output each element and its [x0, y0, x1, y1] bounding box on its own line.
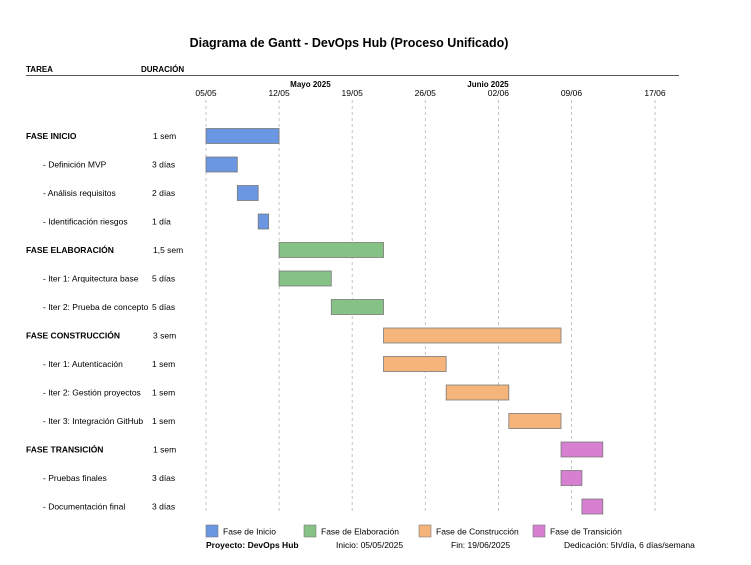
phase-bar: [278, 242, 384, 258]
legend-label: Fase de Construcción: [436, 527, 519, 537]
task-label: - Iter 2: Gestión proyectos: [43, 388, 141, 398]
task-duration: 1 sem: [152, 388, 175, 398]
task-duration: 5 días: [152, 274, 175, 284]
task-label: - Iter 1: Autenticación: [43, 359, 123, 369]
task-duration: 3 días: [152, 502, 175, 512]
task-label: - Iter 3: Integración GitHub: [43, 416, 143, 426]
task-label: - Iter 1: Arquitectura base: [43, 274, 139, 284]
footer-text: Proyecto: DevOps Hub: [206, 540, 299, 550]
task-bar: [445, 384, 510, 401]
task-duration: 1 sem: [153, 131, 176, 141]
legend-swatch: [205, 524, 219, 538]
footer-text: Dedicación: 5h/día, 6 días/semana: [564, 540, 695, 550]
month-label: Junio 2025: [467, 80, 509, 89]
legend-label: Fase de Inicio: [223, 527, 276, 537]
task-duration: 3 sem: [153, 331, 176, 341]
phase-label: FASE INICIO: [26, 131, 77, 141]
task-bar: [383, 356, 447, 372]
legend-swatch: [303, 524, 317, 538]
task-label: - Definición MVP: [43, 160, 107, 170]
phase-bar: [560, 441, 604, 458]
task-bar: [581, 498, 604, 515]
task-duration: 3 días: [152, 473, 175, 483]
legend-swatch: [418, 524, 432, 538]
footer-text: Inicio: 05/05/2025: [336, 540, 403, 550]
phase-bar: [383, 327, 562, 344]
task-duration: 1 sem: [152, 416, 175, 426]
task-label: - Identificación riesgos: [43, 217, 128, 227]
phase-label: FASE CONSTRUCCIÓN: [26, 330, 120, 341]
task-label: - Documentación final: [43, 502, 125, 512]
chart-title: Diagrama de Gantt - DevOps Hub (Proceso …: [190, 36, 509, 50]
task-bar: [330, 299, 384, 315]
task-bar: [205, 156, 238, 173]
footer-text: Fin: 19/06/2025: [451, 540, 510, 550]
task-label: - Pruebas finales: [43, 473, 107, 483]
column-header-duration: DURACIÓN: [141, 65, 184, 74]
task-bar: [508, 413, 562, 429]
tick-label: 12/05: [268, 88, 290, 98]
task-duration: 1 día: [152, 217, 171, 227]
phase-label: FASE ELABORACIÓN: [26, 244, 114, 255]
legend-swatch: [532, 524, 546, 538]
tick-label: 09/06: [561, 88, 583, 98]
task-bar: [560, 470, 583, 486]
tick-label: 05/05: [195, 88, 217, 98]
task-duration: 2 días: [152, 188, 175, 198]
month-label: Mayo 2025: [290, 80, 331, 89]
task-duration: 1 sem: [152, 359, 175, 369]
column-header-task: TAREA: [26, 65, 53, 74]
task-duration: 1,5 sem: [153, 245, 183, 255]
tick-label: 02/06: [488, 88, 510, 98]
task-bar: [257, 213, 270, 230]
legend-label: Fase de Elaboración: [321, 527, 399, 537]
legend-label: Fase de Transición: [550, 527, 622, 537]
task-label: - Análisis requisitos: [43, 188, 116, 198]
tick-label: 19/05: [342, 88, 364, 98]
tick-label: 26/05: [415, 88, 437, 98]
task-duration: 3 días: [152, 160, 175, 170]
tick-label: 17/06: [644, 88, 666, 98]
task-bar: [236, 185, 259, 201]
task-duration: 5 días: [152, 302, 175, 312]
phase-bar: [205, 128, 280, 144]
phase-label: FASE TRANSICIÓN: [26, 444, 103, 455]
task-label: - Iter 2: Prueba de concepto: [43, 302, 149, 312]
task-duration: 1 sem: [153, 445, 176, 455]
task-bar: [278, 270, 332, 287]
